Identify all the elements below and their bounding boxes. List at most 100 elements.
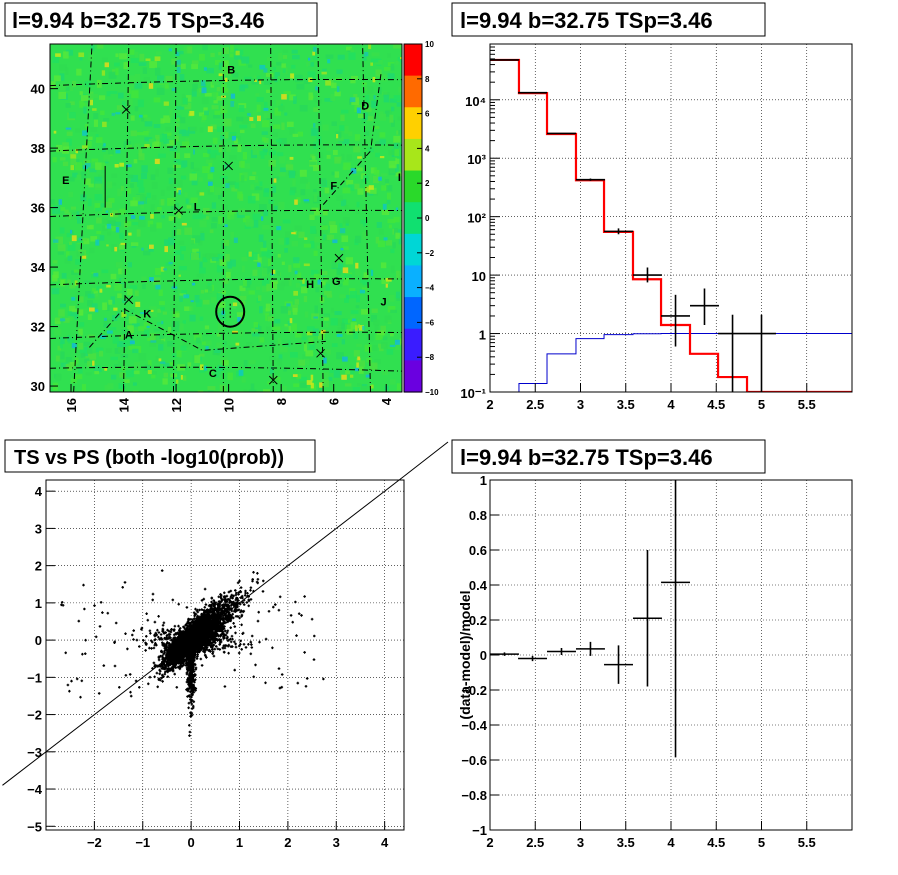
map-pixel — [79, 91, 83, 96]
map-pixel — [59, 157, 66, 161]
map-pixel — [334, 157, 341, 164]
map-pixel — [196, 299, 202, 307]
map-pixel — [369, 362, 378, 370]
map-pixel — [225, 254, 230, 262]
map-pixel — [88, 52, 94, 61]
map-pixel — [68, 112, 76, 119]
map-pixel — [125, 370, 134, 378]
map-pixel-accent — [385, 277, 392, 282]
x-tick-label: 10 — [222, 398, 237, 412]
map-pixel — [276, 61, 282, 66]
map-pixel — [344, 298, 349, 303]
region-boundary — [362, 44, 371, 392]
map-pixel — [87, 346, 93, 354]
region-label: J — [381, 297, 387, 309]
map-pixel — [66, 131, 73, 136]
map-pixel — [263, 209, 269, 217]
map-pixel-accent — [84, 163, 91, 168]
map-pixel — [180, 254, 184, 261]
map-pixel — [398, 130, 402, 135]
map-pixel — [102, 218, 108, 224]
map-pixel-accent — [154, 56, 161, 61]
map-pixel — [179, 323, 184, 332]
map-pixel — [261, 248, 269, 257]
map-pixel — [322, 68, 327, 74]
map-pixel-accent — [106, 223, 112, 229]
map-pixel-accent — [372, 76, 376, 83]
map-pixel — [262, 148, 268, 153]
map-pixel — [128, 316, 137, 324]
map-pixel — [302, 354, 311, 362]
map-pixel — [242, 152, 247, 160]
map-pixel-accent — [210, 166, 215, 173]
map-pixel — [355, 235, 362, 244]
colorbar-segment — [404, 202, 422, 235]
x-tick-label: 3.5 — [617, 397, 635, 412]
map-pixel — [84, 81, 91, 87]
map-pixel-accent — [400, 57, 402, 60]
map-pixel — [87, 293, 96, 299]
map-pixel — [256, 75, 261, 82]
map-pixel — [70, 212, 77, 220]
region-label: A — [125, 329, 133, 341]
map-pixel — [292, 133, 299, 137]
map-pixel — [381, 185, 388, 191]
map-pixel — [52, 157, 57, 163]
map-pixel — [81, 384, 86, 391]
map-pixel — [303, 243, 312, 248]
map-pixel — [300, 382, 308, 388]
map-pixel — [377, 240, 385, 248]
map-pixel — [97, 44, 104, 49]
map-pixel — [314, 305, 318, 314]
map-pixel — [138, 153, 145, 161]
map-pixel — [124, 223, 129, 228]
map-pixel — [281, 326, 289, 332]
map-pixel — [374, 358, 381, 365]
map-pixel — [228, 345, 237, 349]
spectrum-title: l=9.94 b=32.75 TSp=3.46 — [460, 8, 713, 33]
map-pixel — [106, 91, 111, 97]
map-pixel — [289, 190, 295, 196]
map-pixel — [108, 299, 113, 305]
map-pixel — [216, 293, 224, 300]
colorbar-tick-label: 2 — [425, 179, 430, 188]
map-pixel-accent — [359, 325, 364, 331]
map-pixel — [250, 383, 255, 390]
map-pixel — [127, 262, 132, 268]
map-pixel — [316, 136, 322, 144]
map-pixel — [134, 290, 139, 297]
map-pixel — [361, 287, 368, 291]
map-pixel — [132, 390, 139, 392]
map-pixel-accent — [175, 379, 179, 384]
map-pixel — [276, 271, 281, 276]
map-pixel-accent — [357, 356, 361, 361]
map-pixel — [355, 167, 363, 172]
map-pixel — [192, 214, 200, 220]
map-pixel — [217, 126, 223, 132]
map-pixel — [57, 244, 66, 252]
map-pixel — [350, 322, 357, 330]
map-pixel — [222, 290, 226, 295]
map-pixel-accent — [92, 360, 95, 366]
scatter-border — [45, 479, 405, 831]
map-pixel — [354, 134, 361, 141]
map-pixel — [366, 116, 374, 122]
map-pixel — [237, 144, 242, 153]
map-pixel-accent — [104, 368, 108, 371]
map-pixel — [130, 130, 137, 137]
map-pixel — [87, 314, 92, 320]
x-tick-label: 3 — [577, 835, 584, 850]
map-pixel — [331, 82, 337, 89]
map-pixel-accent — [89, 99, 93, 106]
map-pixel-accent — [306, 331, 313, 336]
map-pixel — [269, 366, 274, 375]
map-pixel — [93, 119, 98, 127]
map-pixel — [281, 280, 290, 287]
map-pixel — [292, 54, 300, 60]
map-pixel — [337, 54, 345, 60]
map-pixel — [226, 268, 233, 272]
map-pixel-accent — [254, 79, 257, 82]
map-pixel — [205, 159, 213, 164]
map-pixel-accent — [248, 251, 252, 257]
map-pixel-accent — [106, 284, 111, 288]
